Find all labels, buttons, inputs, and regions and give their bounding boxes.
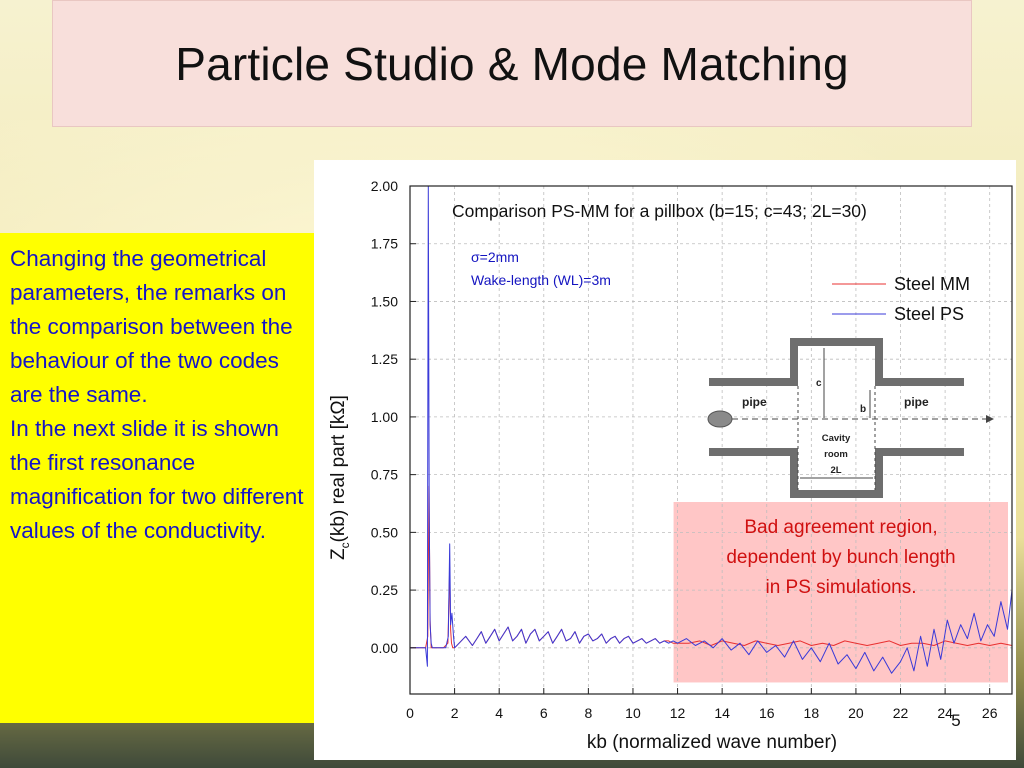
x-tick-label: 14 — [714, 705, 730, 721]
c-label: c — [816, 378, 822, 389]
y-tick-label: 0.50 — [371, 524, 398, 540]
bad-region-text-3: in PS simulations. — [765, 577, 916, 598]
pillbox-inset: pipe pipe c b Cavity room 2L — [707, 338, 994, 498]
title-banner: Particle Studio & Mode Matching — [52, 0, 972, 127]
wake-length-label: Wake-length (WL)=3m — [471, 272, 611, 288]
sigma-label: σ=2mm — [471, 249, 519, 265]
cavity-label-1: Cavity — [822, 433, 851, 444]
y-tick-label: 1.50 — [371, 293, 398, 309]
series-layer — [410, 185, 1013, 674]
x-tick-label: 6 — [540, 705, 548, 721]
y-tick-label: 0.00 — [371, 640, 398, 656]
pipe-left-label: pipe — [742, 395, 767, 409]
cavity-label-3: 2L — [830, 465, 841, 476]
axis-ticks: 0 2 4 6 8 10 12 14 16 18 20 22 24 260.000.250.500.751… — [371, 178, 998, 721]
y-axis-label-main: Z — [328, 548, 349, 560]
y-tick-label: 1.25 — [371, 351, 398, 367]
x-tick-label: 18 — [804, 705, 820, 721]
x-tick-label: 12 — [670, 705, 686, 721]
y-axis-label: Zc(kb) real part [kΩ] — [328, 395, 352, 560]
plot-frame — [409, 185, 1013, 695]
y-tick-label: 0.25 — [371, 582, 398, 598]
x-axis-label: kb (normalized wave number) — [587, 732, 837, 753]
x-tick-label: 2 — [451, 705, 459, 721]
svg-text:Zc(kb) real part [kΩ]: Zc(kb) real part [kΩ] — [328, 395, 352, 560]
x-tick-label: 8 — [584, 705, 592, 721]
bad-region-text-2: dependent by bunch length — [726, 547, 955, 568]
x-tick-label: 22 — [893, 705, 909, 721]
chart-figure: 0 2 4 6 8 10 12 14 16 18 20 22 24 26 0.00 0.25 0.50 0.75 1… — [314, 160, 1016, 760]
y-tick-label: 2.00 — [371, 178, 398, 194]
pillbox-upper-wall — [709, 338, 964, 386]
x-tick-label: 24 — [937, 705, 953, 721]
cavity-label-2: room — [824, 449, 848, 460]
pillbox-lower-wall — [709, 448, 964, 498]
pipe-right-label: pipe — [904, 395, 929, 409]
x-tick-label: 10 — [625, 705, 641, 721]
x-tick-label: 4 — [495, 705, 503, 721]
x-tick-label: 0 — [406, 705, 414, 721]
sidebar-note: Changing the geometrical parameters, the… — [0, 233, 314, 723]
bunch-ellipse — [707, 410, 733, 428]
chart-svg: 0 2 4 6 8 10 12 14 16 18 20 22 24 260.000.250.500.751… — [328, 178, 1013, 753]
series-line-steel-ps — [410, 185, 1013, 674]
sidebar-paragraph-1: Changing the geometrical parameters, the… — [10, 246, 293, 407]
x-tick-label: 16 — [759, 705, 775, 721]
legend-label-steel-ps: Steel PS — [894, 304, 964, 324]
legend-label-steel-mm: Steel MM — [894, 274, 970, 294]
page-number: 5 — [951, 711, 960, 730]
slide-title: Particle Studio & Mode Matching — [175, 38, 849, 90]
y-tick-label: 0.75 — [371, 467, 398, 483]
y-axis-label-sub: c — [338, 542, 352, 548]
beam-arrow — [986, 415, 994, 423]
y-tick-label: 1.75 — [371, 236, 398, 252]
b-label: b — [860, 404, 866, 415]
bad-region-text-1: Bad agreement region, — [744, 517, 937, 538]
x-tick-label: 26 — [982, 705, 998, 721]
y-tick-label: 1.00 — [371, 409, 398, 425]
x-tick-label: 20 — [848, 705, 864, 721]
sidebar-paragraph-2: In the next slide it is shown the first … — [10, 416, 304, 543]
chart-title: Comparison PS-MM for a pillbox (b=15; c=… — [452, 201, 867, 221]
sidebar-text: Changing the geometrical parameters, the… — [10, 242, 306, 548]
legend: Steel MM Steel PS — [832, 274, 970, 324]
y-axis-label-rest: (kb) real part [kΩ] — [328, 395, 349, 542]
